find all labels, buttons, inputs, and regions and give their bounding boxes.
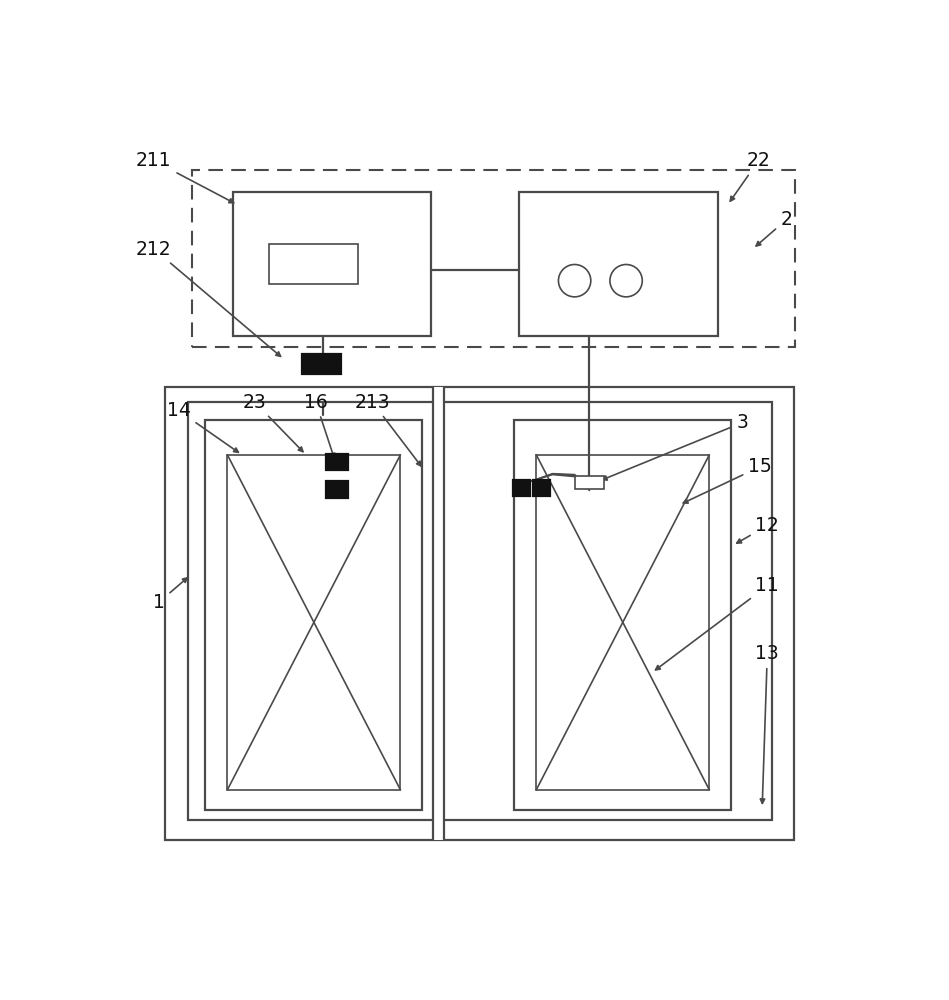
Text: 11: 11 — [656, 576, 779, 670]
Text: 16: 16 — [304, 393, 335, 458]
Bar — [205, 420, 422, 810]
Text: 3: 3 — [603, 413, 748, 480]
Bar — [514, 420, 732, 810]
Text: 2: 2 — [756, 210, 792, 246]
Bar — [574, 476, 604, 489]
Bar — [189, 402, 772, 820]
Bar — [536, 455, 709, 790]
Bar — [192, 170, 795, 347]
Bar — [532, 480, 550, 496]
Bar — [228, 455, 400, 790]
Text: 22: 22 — [731, 151, 771, 201]
Text: 1: 1 — [153, 578, 187, 612]
Text: 14: 14 — [167, 401, 238, 452]
Text: 13: 13 — [755, 644, 779, 803]
Bar — [303, 354, 341, 374]
Bar — [233, 192, 431, 336]
Text: 211: 211 — [136, 151, 233, 203]
Bar — [326, 481, 348, 498]
Bar — [512, 480, 530, 496]
Text: 212: 212 — [136, 240, 281, 356]
Bar — [326, 454, 348, 470]
Bar — [270, 244, 358, 284]
Text: 23: 23 — [243, 393, 303, 452]
Bar — [433, 387, 444, 840]
Bar — [165, 387, 793, 840]
Text: 213: 213 — [355, 393, 421, 466]
Text: 12: 12 — [736, 516, 779, 543]
Text: 15: 15 — [683, 457, 772, 503]
Bar — [519, 192, 718, 336]
